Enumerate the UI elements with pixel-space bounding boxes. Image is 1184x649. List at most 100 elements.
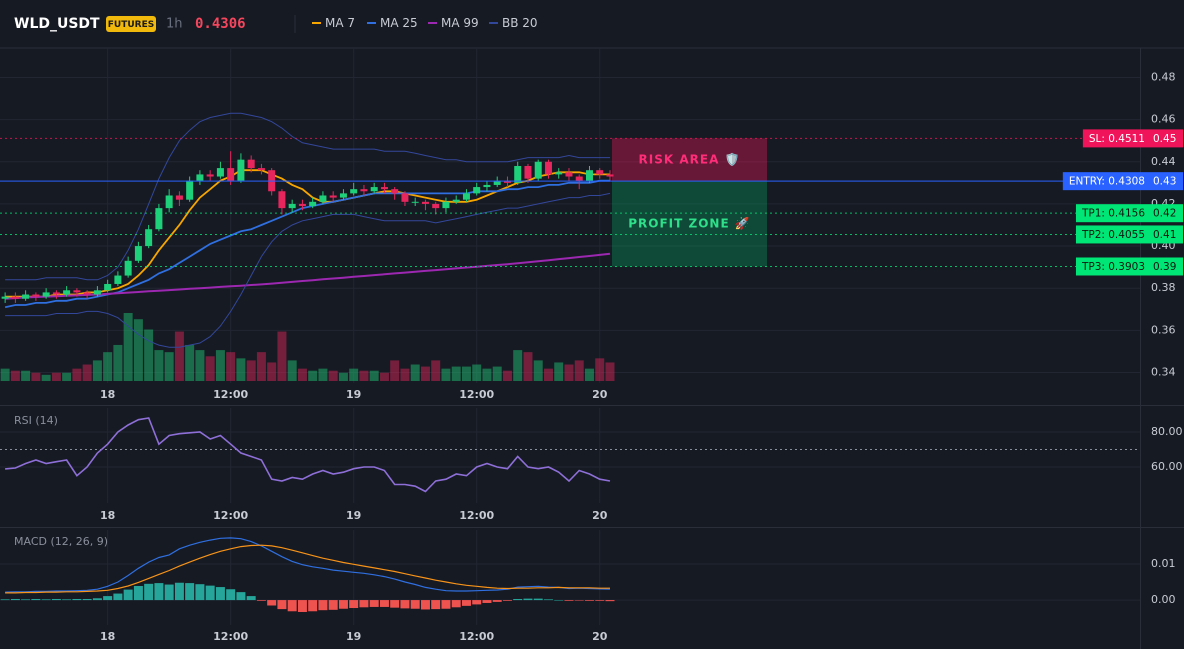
level-tag-bg xyxy=(1075,225,1183,244)
volume-bar xyxy=(297,368,307,381)
level-tag-value: 0.42 xyxy=(1153,208,1176,220)
y-tick-label: 60.00 xyxy=(1151,460,1183,473)
candle-body xyxy=(114,275,122,284)
volume-bar xyxy=(338,372,348,381)
histogram-bar xyxy=(359,600,369,608)
candle-body xyxy=(585,170,593,181)
x-tick-label: 20 xyxy=(592,630,608,643)
volume-bar xyxy=(502,370,512,381)
volume-bar xyxy=(533,360,543,381)
histogram-bar xyxy=(451,600,461,608)
volume-bar xyxy=(133,319,143,381)
candle-body xyxy=(575,176,583,181)
level-label: TP3: 0.3903 xyxy=(1081,261,1145,273)
histogram-bar xyxy=(328,600,338,610)
level-label: ENTRY: 0.4308 xyxy=(1069,176,1145,188)
histogram-bar xyxy=(113,593,123,601)
volume-bar xyxy=(195,350,205,381)
x-tick-label: 18 xyxy=(100,509,115,522)
x-tick-label: 18 xyxy=(100,388,115,401)
volume-bar xyxy=(369,370,379,381)
volume-bar xyxy=(277,331,287,381)
zone xyxy=(612,181,767,267)
histogram-bar xyxy=(554,600,564,601)
level-tag: TP3: 0.3903 0.39 xyxy=(1075,257,1183,276)
histogram-bar xyxy=(195,584,205,601)
histogram-bar xyxy=(390,600,400,608)
x-tick-label: 19 xyxy=(346,630,361,643)
volume-bar xyxy=(92,360,102,381)
histogram-bar xyxy=(605,600,615,602)
candle-body xyxy=(124,260,132,276)
ma-line xyxy=(5,252,611,300)
volume-bar xyxy=(123,313,133,381)
histogram-bar xyxy=(164,584,174,601)
y-tick-label: 0.00 xyxy=(1151,593,1176,606)
candle-body xyxy=(380,187,388,190)
volume-bar xyxy=(554,362,564,381)
histogram-bar xyxy=(523,598,533,601)
histogram-bar xyxy=(349,600,359,609)
candle-body xyxy=(421,201,429,204)
legend-label: MA 25 xyxy=(380,16,418,30)
volume-bar xyxy=(205,356,215,381)
zone xyxy=(612,138,767,182)
volume-bar xyxy=(379,372,389,381)
level-tag-value: 0.39 xyxy=(1153,261,1176,273)
histogram-bar xyxy=(492,600,502,602)
histogram-bar xyxy=(431,600,441,610)
volume-bar xyxy=(82,364,92,381)
candle-body xyxy=(339,193,347,198)
volume-bar xyxy=(431,360,441,381)
histogram-bar xyxy=(410,600,420,609)
volume-bar xyxy=(256,352,266,381)
candle-body xyxy=(565,172,573,177)
histogram-bar xyxy=(72,598,82,601)
volume-bar xyxy=(10,370,20,381)
panel: 18 12:00 19 12:00 200.340.360.380.400.420.44… xyxy=(0,48,1176,401)
volume-bar xyxy=(318,368,328,381)
volume-bar xyxy=(62,372,72,381)
histogram-bar xyxy=(400,600,410,609)
histogram-bar xyxy=(543,599,553,601)
volume-bar xyxy=(420,366,430,381)
volume-bar xyxy=(103,352,113,381)
y-tick-label: 0.34 xyxy=(1151,365,1176,378)
candle-body xyxy=(186,180,194,200)
volume-bar xyxy=(400,368,410,381)
ma-line xyxy=(5,169,610,298)
volume-bar xyxy=(523,352,533,381)
candle-body xyxy=(319,195,327,202)
candle-body xyxy=(360,189,368,192)
candle-body xyxy=(401,193,409,202)
panel: 18 12:00 19 12:00 20 0.00 0.01 MACD (12, 26, 9) xyxy=(0,530,1176,643)
volume-bar xyxy=(574,360,584,381)
volume-bar xyxy=(472,364,482,381)
level-tag-bg xyxy=(1082,129,1183,148)
candle-body xyxy=(206,174,214,177)
bb-upper xyxy=(5,112,610,281)
rsi-line xyxy=(5,417,611,493)
histogram-bar xyxy=(103,596,113,601)
volume-bar xyxy=(164,352,174,381)
histogram-bar xyxy=(10,598,20,601)
candle-body xyxy=(555,172,563,175)
candle-body xyxy=(63,290,71,295)
histogram-bar xyxy=(318,600,328,611)
candle-body xyxy=(216,168,224,177)
candle-body xyxy=(288,203,296,209)
candle-body xyxy=(11,296,19,299)
volume-bar xyxy=(0,368,10,381)
candle-body xyxy=(42,292,50,297)
histogram-bar xyxy=(420,600,430,610)
x-tick-label: 12:00 xyxy=(213,630,248,643)
histogram-bar xyxy=(338,600,348,609)
level-tag-bg xyxy=(1075,257,1183,276)
volume-bar xyxy=(72,368,82,381)
histogram-bar xyxy=(574,600,584,601)
candle-body xyxy=(391,189,399,194)
interval[interactable]: 1h xyxy=(166,17,183,32)
x-tick-label: 12:00 xyxy=(213,509,248,522)
candle-body xyxy=(175,195,183,200)
volume-bar xyxy=(31,372,41,381)
